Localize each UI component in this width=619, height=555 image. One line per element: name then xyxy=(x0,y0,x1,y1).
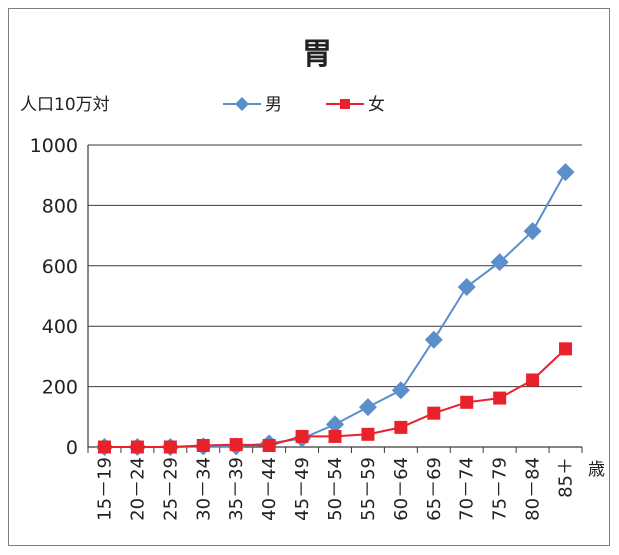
x-axis-unit-label: 歳 xyxy=(588,460,605,480)
axes xyxy=(87,145,582,448)
chart-legend: 男女 xyxy=(223,95,385,115)
data-point-marker xyxy=(326,415,344,434)
legend-label: 女 xyxy=(368,95,385,115)
data-point-marker xyxy=(526,373,540,387)
y-tick-label: 0 xyxy=(66,437,78,459)
data-point-marker xyxy=(493,391,507,405)
x-tick-label: 60－64 xyxy=(391,457,412,521)
data-point-marker xyxy=(391,381,410,400)
x-tick-label: 45－49 xyxy=(292,457,313,521)
x-tick-label: 65－69 xyxy=(424,457,445,521)
y-tick-label: 600 xyxy=(42,256,78,278)
grid-lines xyxy=(88,144,582,388)
data-point-marker xyxy=(196,438,210,452)
data-point-marker xyxy=(556,163,575,182)
x-tick-label: 75－79 xyxy=(490,457,511,521)
data-point-marker xyxy=(130,440,144,454)
data-point-marker xyxy=(163,440,177,454)
data-point-marker xyxy=(328,429,342,443)
series-group xyxy=(95,163,575,456)
y-axis-unit-label: 人口10万対 xyxy=(20,95,110,115)
series-line xyxy=(104,171,567,448)
x-tick-label: 50－54 xyxy=(325,457,346,521)
data-point-marker xyxy=(523,222,542,241)
data-point-marker xyxy=(295,429,309,443)
legend-item: 女 xyxy=(326,95,385,115)
data-point-marker xyxy=(490,253,509,272)
legend-item: 男 xyxy=(223,95,282,115)
chart-title: 胃 xyxy=(302,37,332,72)
data-point-marker xyxy=(460,395,474,409)
data-point-marker xyxy=(97,440,111,454)
y-tick-label: 400 xyxy=(42,316,78,338)
legend-marker xyxy=(235,97,249,111)
y-axis-ticks: 0 200 400 600 800 1000 xyxy=(30,135,78,459)
x-tick-label: 25－29 xyxy=(160,457,181,521)
x-tick-label: 35－39 xyxy=(226,457,247,521)
x-tick-label: 30－34 xyxy=(193,457,214,521)
legend-label: 男 xyxy=(265,95,282,115)
series-female xyxy=(97,342,573,454)
legend-marker xyxy=(340,99,350,109)
data-point-marker xyxy=(394,420,408,434)
data-point-marker xyxy=(427,406,441,420)
data-point-marker xyxy=(559,342,573,356)
y-tick-label: 200 xyxy=(42,377,78,399)
data-point-marker xyxy=(358,398,377,417)
data-point-marker xyxy=(229,438,243,452)
x-tick-label: 80－84 xyxy=(523,457,544,521)
data-point-marker xyxy=(424,330,443,349)
series-male xyxy=(95,163,575,456)
data-point-marker xyxy=(262,438,276,452)
chart-frame xyxy=(8,8,610,546)
data-point-marker xyxy=(457,277,476,296)
data-point-marker xyxy=(361,427,375,441)
x-axis-ticks: 15－19 20－24 25－29 30－34 35－39 40－44 45－49 50－54… xyxy=(87,447,583,521)
x-tick-label: 70－74 xyxy=(457,457,478,521)
x-tick-label: 20－24 xyxy=(127,457,148,521)
x-tick-label: 40－44 xyxy=(259,457,280,521)
x-tick-label: 55－59 xyxy=(358,457,379,521)
y-tick-label: 1000 xyxy=(30,135,78,157)
x-tick-label: 85＋ xyxy=(556,457,577,498)
y-tick-label: 800 xyxy=(42,195,78,217)
x-tick-label: 15－19 xyxy=(94,457,115,521)
